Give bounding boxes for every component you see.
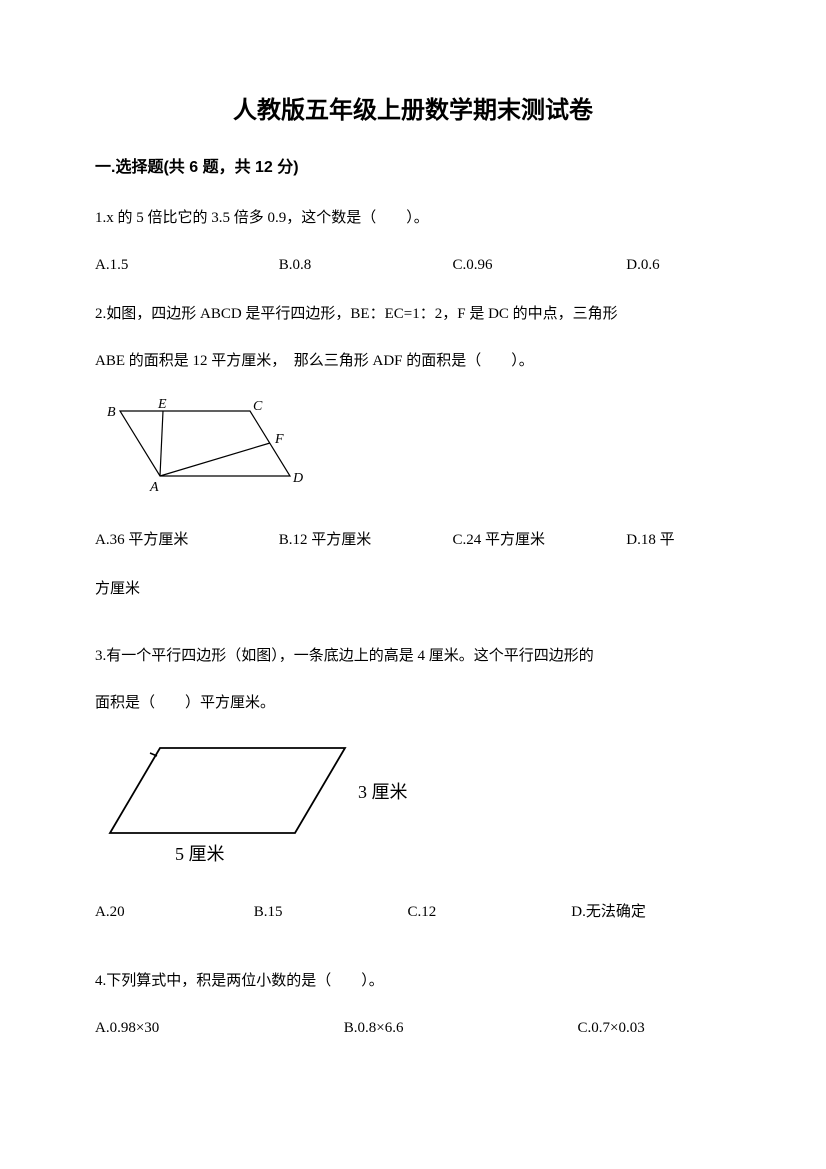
label-b: B — [107, 405, 116, 420]
q3-options: A.20 B.15 C.12 D.无法确定 — [95, 893, 731, 932]
label-5cm: 5 厘米 — [175, 844, 225, 864]
q2-option-a: A.36 平方厘米 — [95, 521, 275, 560]
q1-text: 1.x 的 5 倍比它的 3.5 倍多 0.9，这个数是（ ）。 — [95, 199, 731, 238]
line-af — [160, 443, 270, 476]
q3-line1: 3.有一个平行四边形（如图），一条底边上的高是 4 厘米。这个平行四边形的 — [95, 637, 731, 676]
q1-option-c: C.0.96 — [453, 246, 623, 285]
label-a: A — [149, 480, 159, 495]
page-title: 人教版五年级上册数学期末测试卷 — [95, 90, 731, 125]
label-e: E — [157, 397, 167, 412]
q1-options: A.1.5 B.0.8 C.0.96 D.0.6 — [95, 246, 731, 285]
q3-line2: 面积是（ ）平方厘米。 — [95, 684, 731, 723]
line-ae — [160, 411, 163, 476]
label-f: F — [274, 432, 284, 447]
q2-option-d: D.18 平 — [626, 521, 674, 560]
q1-option-a: A.1.5 — [95, 246, 275, 285]
q2-option-b: B.12 平方厘米 — [279, 521, 449, 560]
q2-option-d-cont: 方厘米 — [95, 570, 731, 609]
q4-option-c: C.0.7×0.03 — [578, 1009, 645, 1048]
label-d: D — [292, 471, 303, 486]
label-c: C — [253, 399, 263, 414]
parallelogram-shape — [120, 411, 290, 476]
q4-options: A.0.98×30 B.0.8×6.6 C.0.7×0.03 — [95, 1009, 731, 1048]
parallelogram-abcd-diagram: B E C F A D — [95, 396, 310, 496]
q1-option-b: B.0.8 — [279, 246, 449, 285]
parallelogram-3-5-shape — [110, 748, 345, 833]
q4-text: 4.下列算式中，积是两位小数的是（ ）。 — [95, 962, 731, 1001]
q2-option-c: C.24 平方厘米 — [453, 521, 623, 560]
q2-figure: B E C F A D — [95, 396, 731, 501]
q4-option-a: A.0.98×30 — [95, 1009, 340, 1048]
q3-figure: 3 厘米 5 厘米 — [95, 738, 731, 873]
q4-option-b: B.0.8×6.6 — [344, 1009, 574, 1048]
q2-options: A.36 平方厘米 B.12 平方厘米 C.24 平方厘米 D.18 平 — [95, 521, 731, 560]
q1-option-d: D.0.6 — [626, 246, 659, 285]
q3-option-a: A.20 — [95, 893, 250, 932]
q3-option-b: B.15 — [254, 893, 404, 932]
q3-option-d: D.无法确定 — [571, 893, 646, 932]
q2-line1: 2.如图，四边形 ABCD 是平行四边形，BE：EC=1：2，F 是 DC 的中… — [95, 295, 731, 334]
q3-option-c: C.12 — [408, 893, 568, 932]
section-1-header: 一.选择题(共 6 题，共 12 分) — [95, 153, 731, 177]
parallelogram-3-5-diagram: 3 厘米 5 厘米 — [95, 738, 435, 868]
label-3cm: 3 厘米 — [358, 782, 408, 802]
q2-line2: ABE 的面积是 12 平方厘米， 那么三角形 ADF 的面积是（ ）。 — [95, 342, 731, 381]
